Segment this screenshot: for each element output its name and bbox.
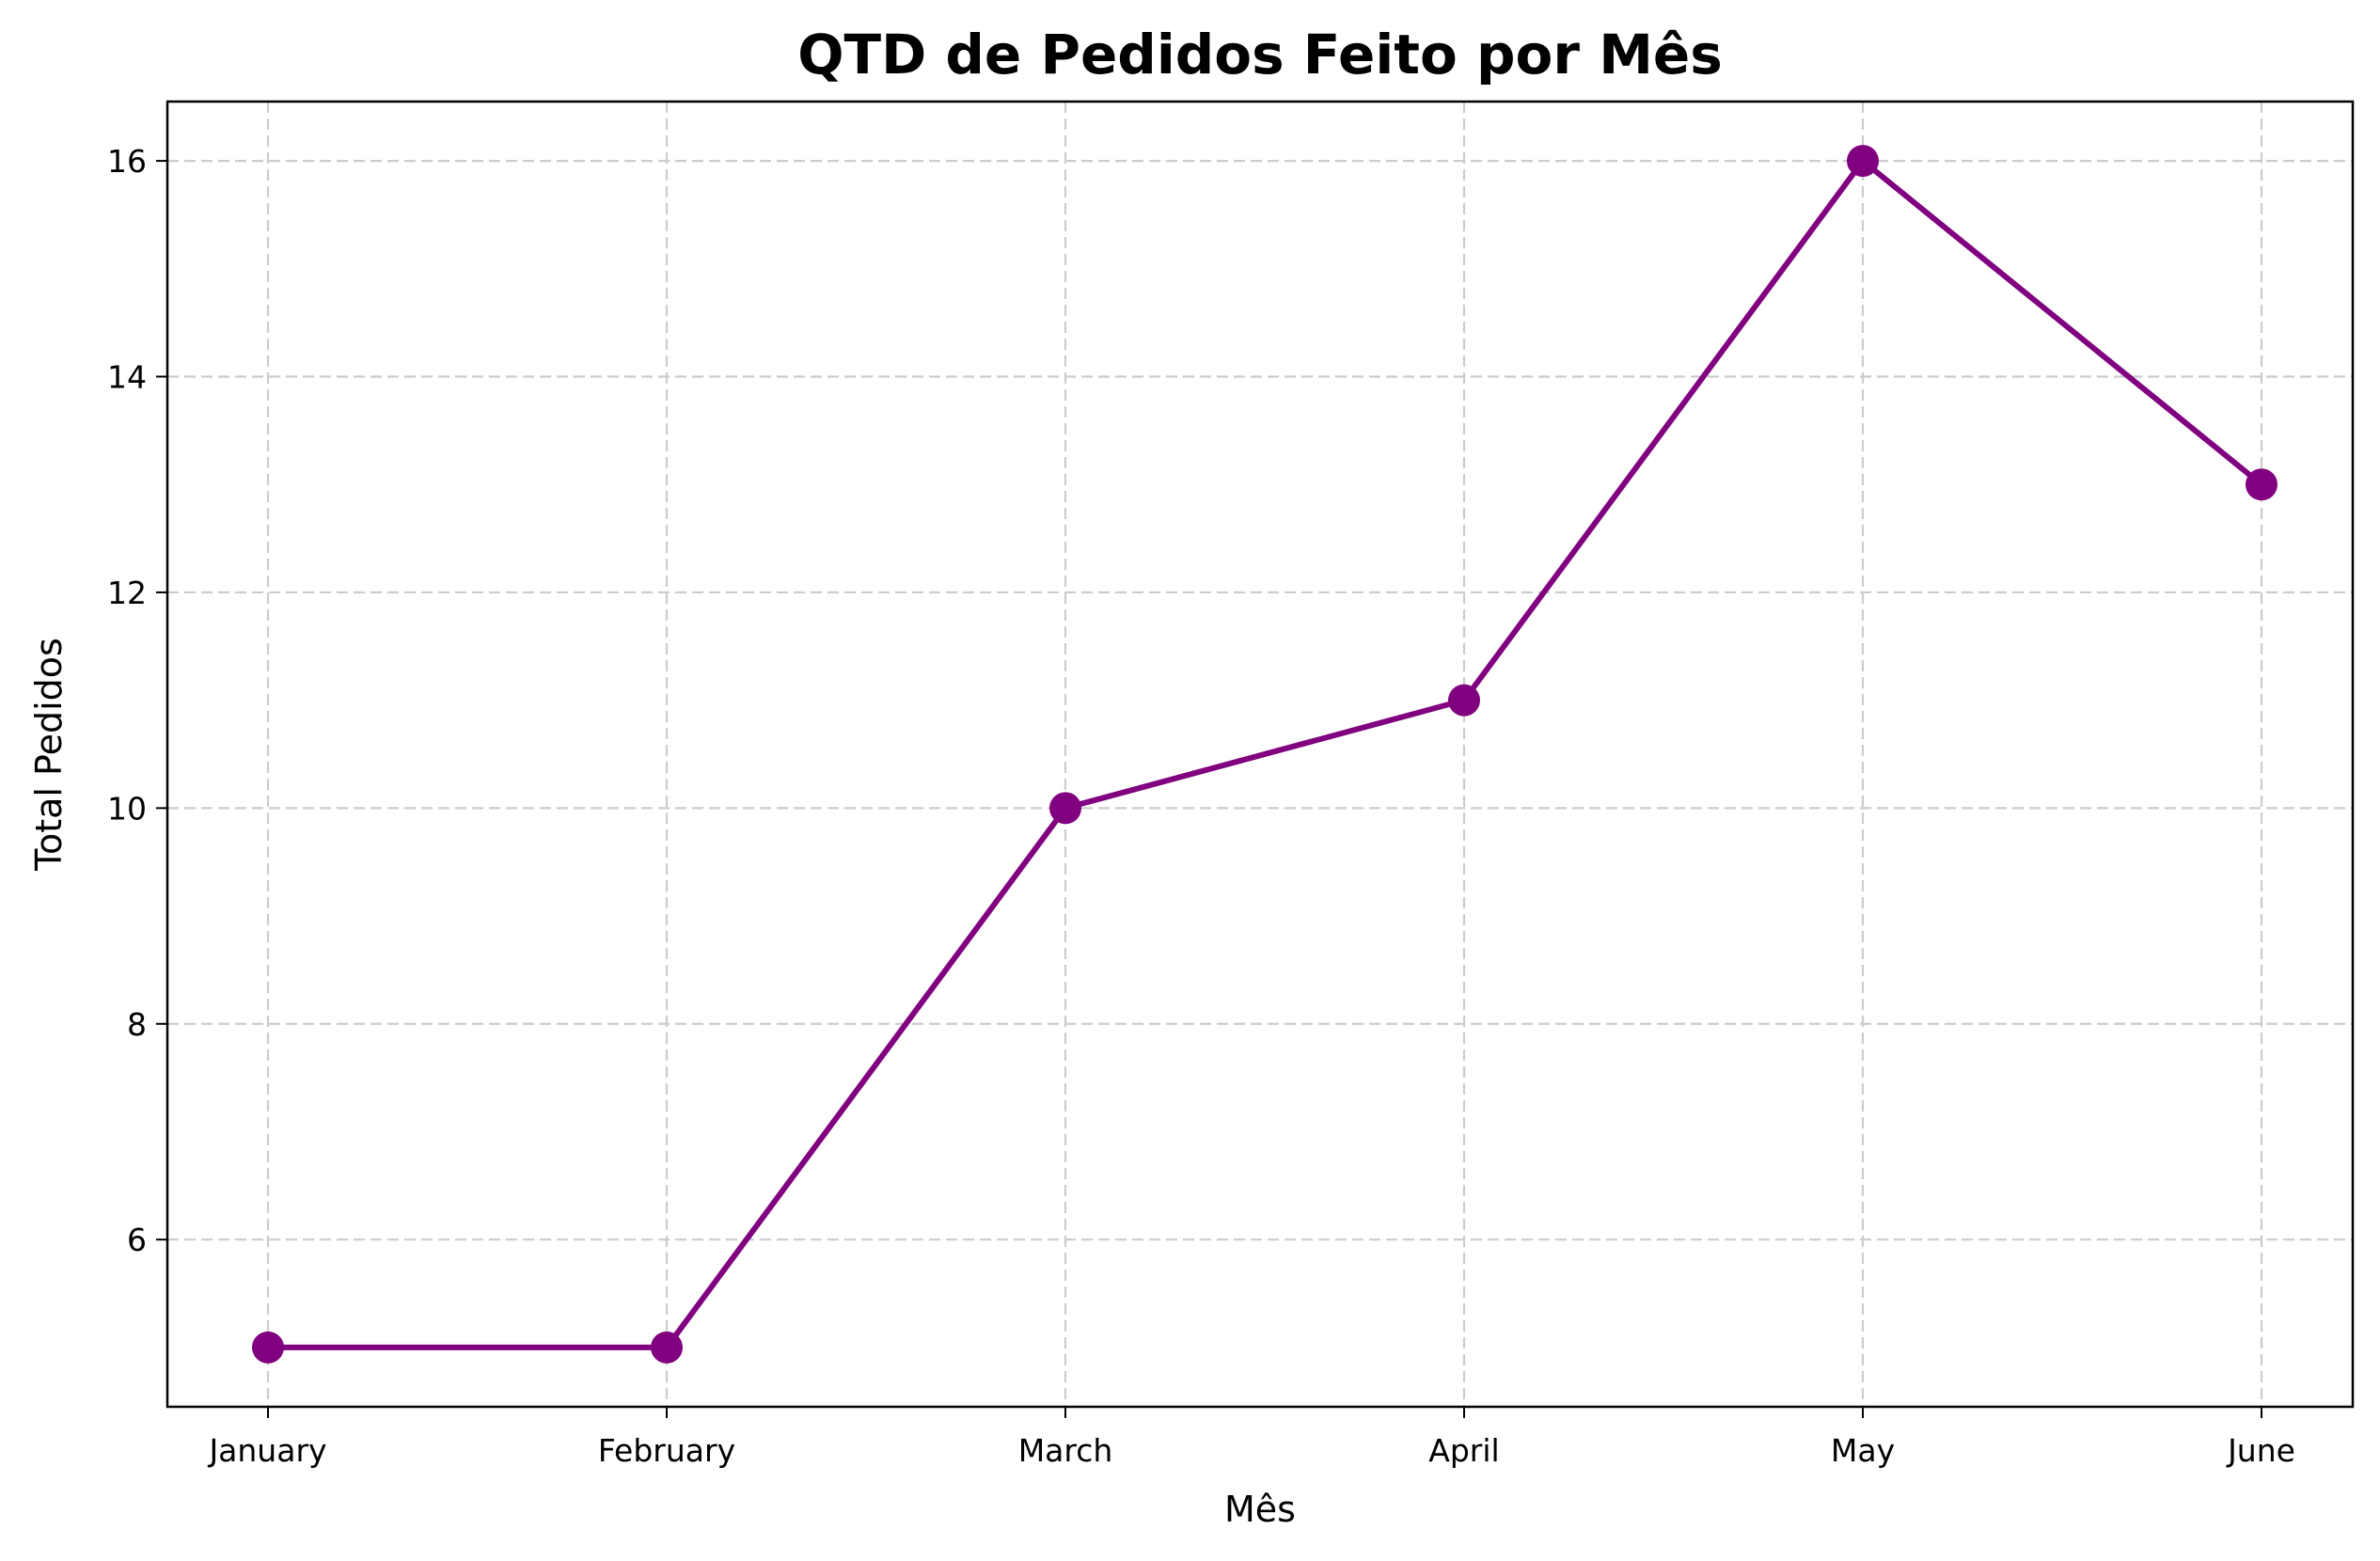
- y-tick-label: 10: [107, 790, 147, 827]
- axis-ticks: January February March April May June 6 8 10 12 14…: [107, 143, 2295, 1469]
- grid: [167, 102, 2353, 1407]
- chart-title: QTD de Pedidos Feito por Mês: [797, 23, 1723, 87]
- plot-frame: [165, 100, 2355, 1409]
- x-tick-label: March: [1018, 1432, 1113, 1469]
- y-tick-label: 6: [127, 1222, 147, 1258]
- y-tick-label: 8: [127, 1006, 147, 1043]
- data-point: [1448, 684, 1480, 717]
- data-point: [252, 1331, 284, 1364]
- x-tick-label: February: [598, 1432, 735, 1469]
- series-line: [265, 158, 2264, 1350]
- y-tick-label: 16: [107, 143, 147, 180]
- y-tick-label: 12: [107, 575, 147, 611]
- x-tick-label: January: [207, 1432, 326, 1469]
- y-axis-label: Total Pedidos: [28, 638, 70, 872]
- series-layer: [252, 145, 2278, 1364]
- data-point: [2246, 468, 2278, 501]
- data-point: [651, 1331, 683, 1364]
- data-point: [1049, 792, 1081, 825]
- y-tick-label: 14: [107, 359, 147, 396]
- data-point: [1847, 145, 1879, 178]
- x-axis-label: Mês: [1224, 1489, 1296, 1530]
- x-tick-label: June: [2226, 1432, 2295, 1469]
- x-tick-label: May: [1831, 1432, 1895, 1469]
- x-tick-label: April: [1428, 1432, 1499, 1469]
